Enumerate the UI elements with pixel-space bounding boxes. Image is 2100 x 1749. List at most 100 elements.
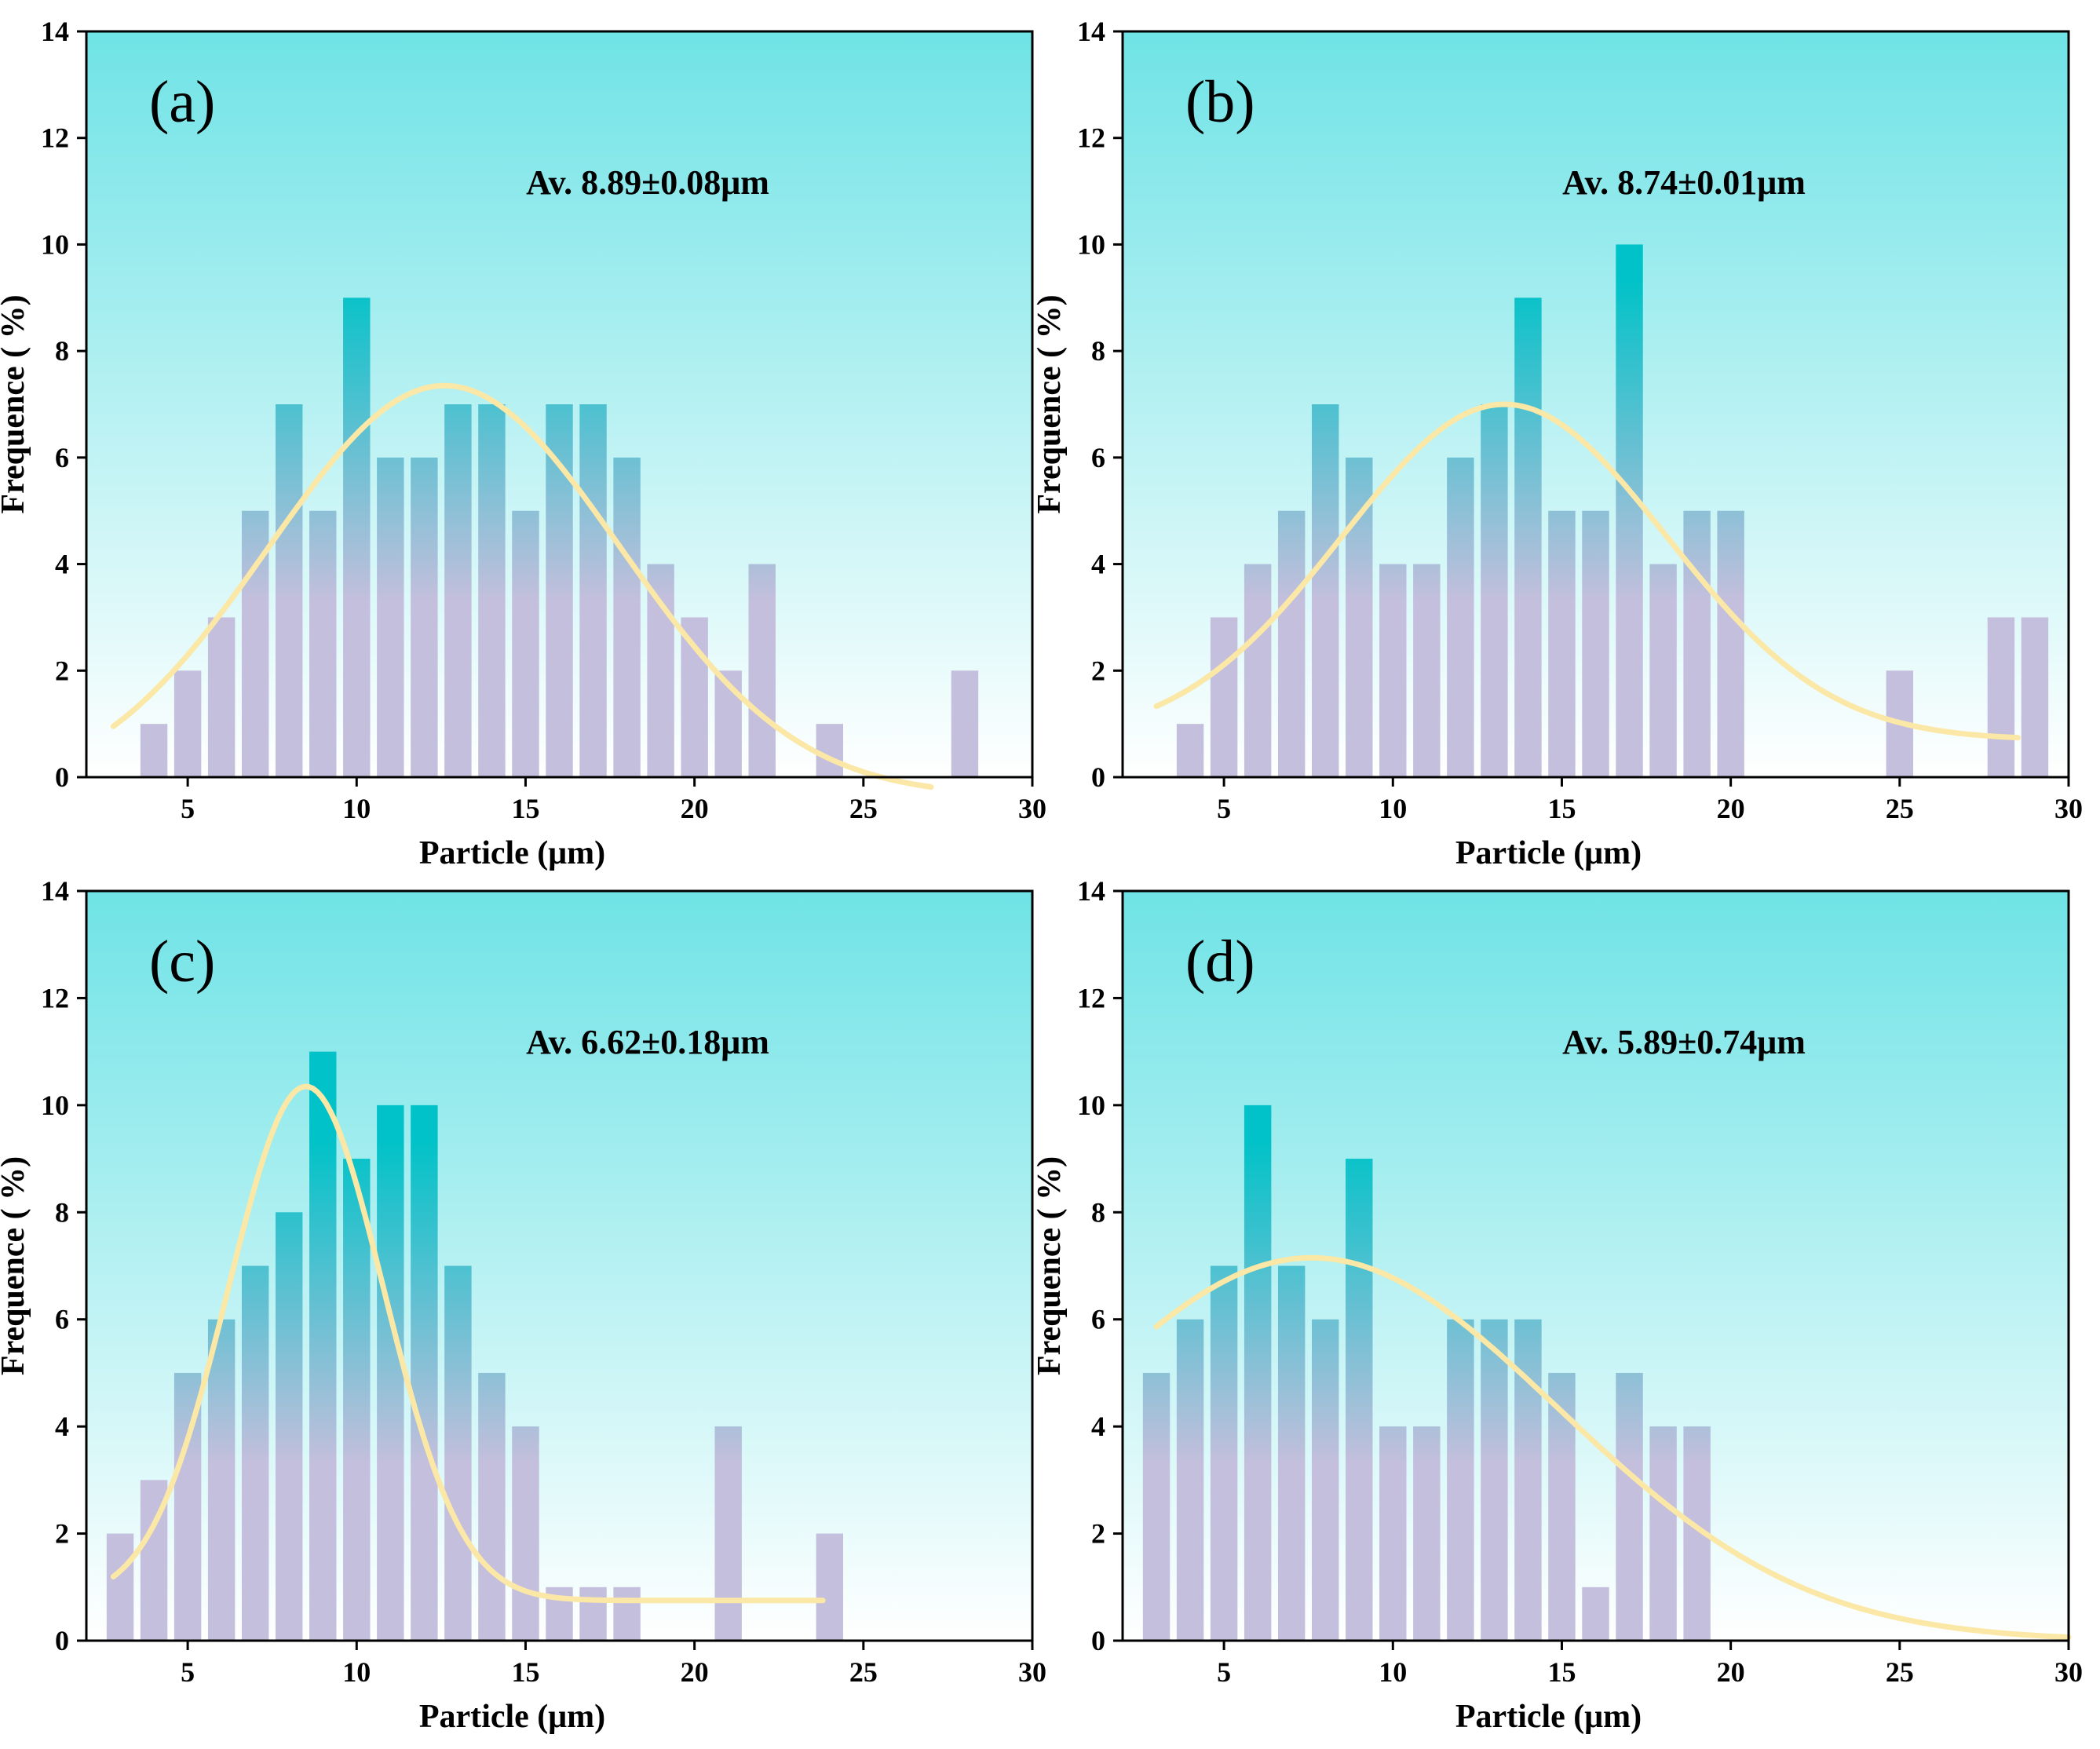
x-tick-label: 30 (2054, 793, 2083, 824)
histogram-bar (647, 564, 674, 777)
histogram-bar (309, 1051, 337, 1641)
histogram-bar (1346, 457, 1373, 777)
x-axis-title: Particle (μm) (1455, 835, 1642, 871)
y-tick-label: 8 (55, 335, 69, 367)
histogram-bar (411, 457, 438, 777)
histogram-bar (207, 1319, 236, 1641)
histogram-bar (512, 1426, 539, 1641)
histogram-bar (1514, 298, 1542, 777)
histogram-bar (1176, 1319, 1204, 1641)
y-axis-title: Frequence ( %) (1032, 1156, 1068, 1375)
histogram-bar (276, 1212, 303, 1641)
y-tick-label: 10 (1077, 228, 1105, 260)
x-tick-label: 25 (1886, 1656, 1914, 1688)
x-tick-label: 20 (681, 793, 709, 824)
chart-panel-4: 0 2 4 6 8 10 12 14 5 10 15 20 25 30 Particle (μm) Frequ… (1032, 875, 2083, 1735)
chart-panel-1: 0 2 4 6 8 10 12 14 5 10 15 20 25 30 Particle (μm) Frequ… (0, 16, 1046, 871)
y-tick-label: 0 (1091, 761, 1105, 793)
histogram-bar (1142, 1372, 1171, 1641)
x-tick-label: 30 (1018, 1656, 1046, 1688)
y-tick-label: 0 (55, 1625, 69, 1656)
histogram-bar (1683, 510, 1711, 777)
histogram-bar (1548, 510, 1576, 777)
x-axis-title: Particle (μm) (419, 835, 605, 871)
panel-label: (b) (1185, 69, 1255, 135)
y-tick-label: 14 (41, 875, 69, 907)
y-tick-label: 10 (41, 1090, 69, 1121)
plot-frame (1121, 889, 2070, 1642)
y-tick-label: 8 (55, 1196, 69, 1228)
average-size-annotation: Av. 6.62±0.18μm (526, 1023, 769, 1061)
x-tick-label: 10 (342, 1656, 371, 1688)
histogram-bar (613, 457, 641, 777)
histogram-bar (411, 1105, 438, 1641)
histogram-bar (1277, 510, 1306, 777)
histogram-bar (816, 724, 843, 777)
average-size-annotation: Av. 5.89±0.74μm (1562, 1023, 1806, 1061)
histogram-bar (1481, 404, 1508, 777)
x-tick-label: 20 (1717, 793, 1745, 824)
histogram-bar (1413, 564, 1441, 777)
histogram-bar (748, 564, 776, 777)
gaussian-fit-line (1153, 1254, 2072, 1641)
histogram-bar (1717, 510, 1744, 777)
x-tick-label: 15 (511, 793, 539, 824)
chart-panel-3: 0 2 4 6 8 10 12 14 5 10 15 20 25 30 Particle (μm) Frequ… (0, 875, 1046, 1735)
histogram-bar (714, 1426, 742, 1641)
x-tick-label: 20 (1717, 1656, 1745, 1688)
x-tick-label: 5 (181, 1656, 195, 1688)
y-tick-label: 2 (55, 1518, 69, 1550)
histogram-bar (444, 1265, 472, 1641)
y-tick-label: 0 (55, 761, 69, 793)
y-tick-label: 14 (1077, 875, 1105, 907)
histogram-bar (478, 1372, 506, 1641)
x-tick-label: 15 (511, 1656, 539, 1688)
y-tick-label: 10 (41, 228, 69, 260)
histogram-bar (512, 510, 539, 777)
x-tick-label: 5 (181, 793, 195, 824)
histogram-bar (546, 404, 573, 777)
y-tick-label: 12 (1077, 122, 1105, 154)
plot-frame (85, 889, 1034, 1642)
histogram-bar (1277, 1265, 1306, 1641)
x-tick-label: 20 (681, 1656, 709, 1688)
y-tick-label: 8 (1091, 1196, 1105, 1228)
y-tick-label: 2 (55, 655, 69, 686)
histogram-bar (343, 298, 371, 777)
y-tick-label: 4 (1091, 549, 1105, 580)
histogram-bar (377, 1105, 404, 1641)
histogram-bar (951, 670, 979, 777)
x-tick-label: 25 (849, 793, 878, 824)
chart-panel-2: 0 2 4 6 8 10 12 14 5 10 15 20 25 30 Particle (μm) Frequ… (1032, 16, 2083, 871)
histogram-bar (1481, 1319, 1508, 1641)
x-tick-label: 5 (1217, 1656, 1231, 1688)
x-tick-label: 10 (1379, 1656, 1407, 1688)
x-tick-label: 30 (2054, 1656, 2083, 1688)
x-tick-label: 25 (1886, 793, 1914, 824)
histogram-bar (106, 1533, 134, 1641)
histogram-bar (1616, 244, 1643, 777)
histogram-bar (1346, 1159, 1373, 1641)
y-axis-title: Frequence ( %) (0, 294, 31, 513)
y-tick-label: 2 (1091, 1518, 1105, 1550)
y-tick-label: 0 (1091, 1625, 1105, 1656)
y-tick-label: 6 (1091, 442, 1105, 473)
y-tick-label: 12 (1077, 982, 1105, 1013)
histogram-bar (1312, 404, 1339, 777)
histogram-bar (1649, 564, 1677, 777)
y-tick-label: 8 (1091, 335, 1105, 367)
histogram-bar (1987, 617, 2015, 777)
average-size-annotation: Av. 8.89±0.08μm (526, 163, 769, 202)
gaussian-fit-line (1153, 401, 2021, 741)
histogram-bar (681, 617, 708, 777)
histogram-bar (1210, 1265, 1238, 1641)
histogram-bar (1244, 1105, 1272, 1641)
histogram-bar (207, 617, 236, 777)
histogram-bar (377, 457, 404, 777)
plot-frame (1121, 30, 2070, 779)
x-tick-label: 15 (1547, 793, 1576, 824)
gaussian-fit-line (110, 1083, 826, 1604)
histogram-bar (1447, 1319, 1474, 1641)
y-tick-label: 6 (1091, 1304, 1105, 1335)
